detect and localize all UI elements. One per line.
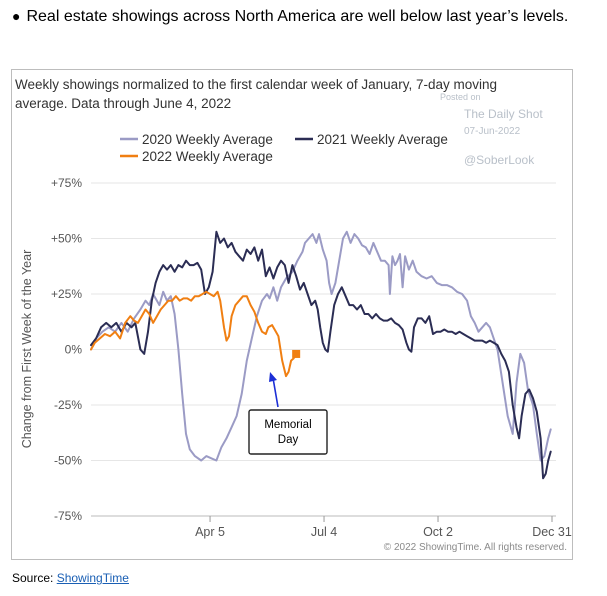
series-line-2020 (90, 230, 552, 462)
headline-text: Real estate showings across North Americ… (26, 8, 569, 25)
copyright-text: © 2022 ShowingTime. All rights reserved. (384, 542, 567, 553)
series-endpoint-marker-2022 (292, 349, 301, 358)
legend-label-2020: 2020 Weekly Average (142, 132, 273, 147)
y-tick-label: -50% (54, 454, 82, 468)
watermark-posted-on: Posted on (440, 92, 481, 102)
y-tick-label: +50% (51, 232, 82, 246)
x-tick-label: Dec 31 (532, 525, 572, 539)
x-tick-label: Jul 4 (311, 525, 337, 539)
series-line-2022 (90, 290, 298, 378)
chart-series (90, 230, 552, 480)
annotation-arrow-line (272, 377, 279, 408)
bullet-icon: ● (12, 8, 21, 24)
y-tick-label: -25% (54, 398, 82, 412)
annotation-text-line2: Day (278, 434, 299, 446)
legend-label-2021: 2021 Weekly Average (317, 132, 448, 147)
chart-legend: 2020 Weekly Average 2021 Weekly Average 20… (120, 132, 448, 164)
x-tick-label: Apr 5 (195, 525, 225, 539)
source-label: Source: (12, 571, 54, 585)
y-tick-label: +25% (51, 287, 82, 301)
chart-title-line2: average. Data through June 4, 2022 (15, 96, 231, 111)
chart-panel: Weekly showings normalized to the first … (11, 69, 573, 560)
series-line-2021 (90, 230, 552, 480)
annotation-arrow-head (269, 372, 277, 382)
y-tick-label: -75% (54, 509, 82, 523)
y-tick-label: 0% (65, 343, 83, 357)
chart-grid (91, 182, 556, 517)
headline: ● Real estate showings across North Ameri… (12, 6, 568, 27)
legend-label-2022: 2022 Weekly Average (142, 149, 273, 164)
y-tick-label: +75% (51, 176, 82, 190)
y-axis-label: Change from First Week of the Year (20, 250, 34, 448)
chart-title-line1: Weekly showings normalized to the first … (15, 77, 497, 92)
watermark-handle: @SoberLook (464, 153, 535, 167)
source-line: Source: ShowingTime (12, 571, 129, 585)
memorial-day-annotation: Memorial Day (248, 372, 328, 455)
y-axis-ticks: +75% +50% +25% 0% -25% -50% -75% (51, 176, 82, 523)
annotation-box (248, 409, 328, 455)
x-axis-ticks: Apr 5 Jul 4 Oct 2 Dec 31 (195, 516, 572, 539)
source-link[interactable]: ShowingTime (56, 571, 129, 585)
line-chart: Weekly showings normalized to the first … (15, 77, 572, 553)
watermark-publisher: The Daily Shot (464, 107, 543, 121)
annotation-text-line1: Memorial (264, 419, 311, 431)
watermark-date: 07-Jun-2022 (464, 126, 521, 137)
x-tick-label: Oct 2 (423, 525, 453, 539)
